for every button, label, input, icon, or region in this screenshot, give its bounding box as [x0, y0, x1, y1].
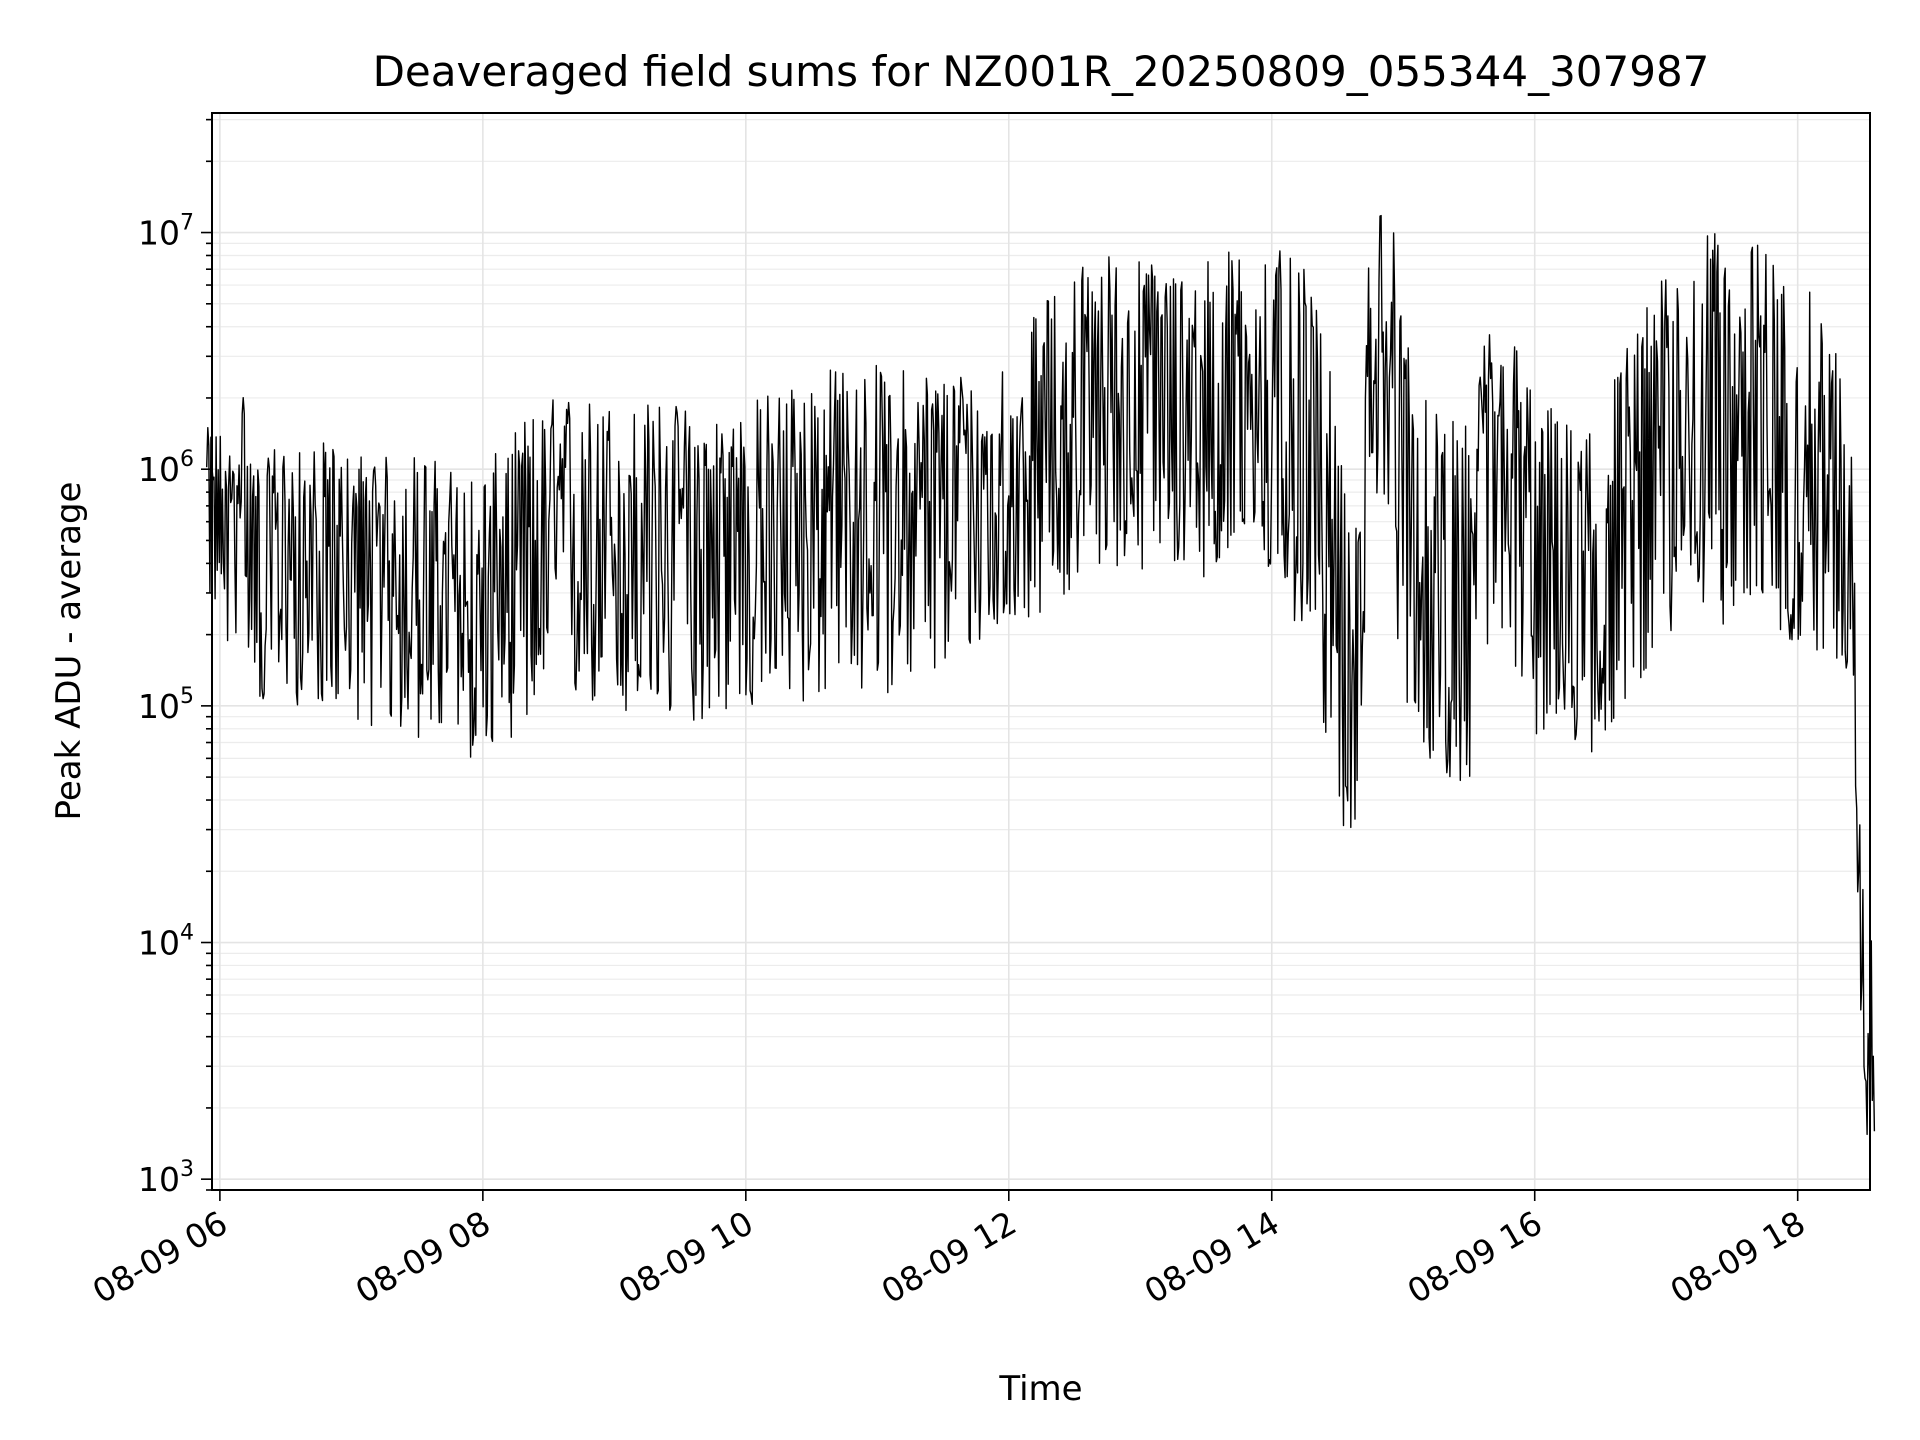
y-tick-label: 106: [138, 447, 194, 489]
y-tick-label: 103: [138, 1157, 194, 1199]
plot-frame: [211, 112, 1871, 1191]
x-tick-label: 08-09 14: [1138, 1203, 1286, 1311]
chart-title: Deaveraged field sums for NZ001R_2025080…: [373, 47, 1710, 96]
y-tick-label: 104: [138, 921, 194, 963]
y-tick-label: 107: [138, 211, 194, 253]
axis-ticks: 103 104 105 106 107 08-09 06 08-09 08 08-09 10 0…: [86, 118, 1812, 1311]
y-tick-label: 105: [138, 684, 194, 726]
x-tick-label: 08-09 10: [612, 1203, 760, 1311]
x-tick-label: 08-09 18: [1664, 1203, 1812, 1311]
x-axis-label: Time: [998, 1369, 1082, 1409]
x-tick-label: 08-09 12: [875, 1203, 1023, 1311]
x-tick-label: 08-09 16: [1401, 1203, 1549, 1311]
x-tick-label: 08-09 08: [349, 1203, 497, 1311]
x-tick-label: 08-09 06: [86, 1203, 234, 1311]
series-line: [206, 214, 1876, 1136]
data-series: [206, 214, 1876, 1136]
y-axis-label: Peak ADU - average: [49, 482, 89, 821]
